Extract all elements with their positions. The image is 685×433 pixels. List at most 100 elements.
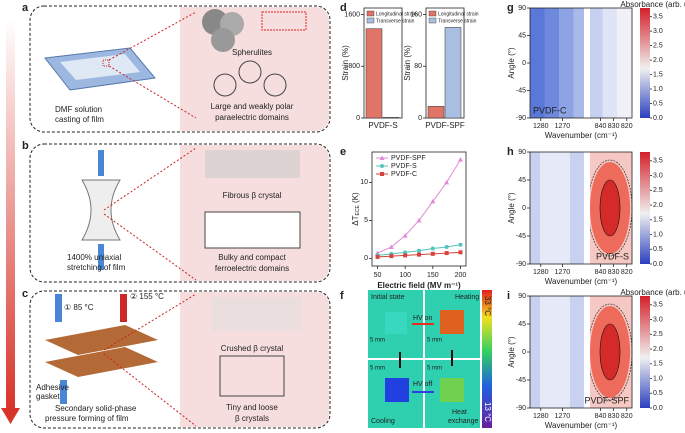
legend-label: Longitudinal strain [438,11,479,17]
spherulite [211,28,235,52]
bar [382,117,400,119]
x-tick-label: 840 [595,269,607,276]
marker [430,246,435,251]
marker [444,245,449,249]
hv-text: HV on [413,315,433,322]
plot-frame [371,151,467,267]
thermal-panel: f Initial state Heating Cooling Heat exc… [340,290,492,428]
crushed-crystal [212,297,302,331]
y-tick-label: -90 [516,115,526,122]
marker [380,164,384,168]
y-tick-label: 80 [414,63,422,70]
colorbar-tick-label: 0.5 [653,390,663,397]
pressure-arrow [60,380,67,404]
x-tick-label: PVDF-SPF [425,121,465,130]
marker [403,250,408,255]
colorbar-tick-label: 1.5 [653,217,663,224]
x-tick-label: 100 [399,272,411,279]
stretch-arrow [98,244,104,270]
colorbar-tick-label: 3.5 [653,14,663,21]
y-tick-label: -45 [516,233,526,240]
colorbar-tick-label: 0.0 [653,405,663,412]
marker [417,252,421,257]
colorbar-tick-label: 0.5 [653,246,663,253]
marker [388,244,394,249]
marker [416,217,422,223]
stretch-arrow [98,150,104,176]
x-tick-label: 1280 [533,269,549,276]
colorbar-tick-label: 1.5 [653,71,663,78]
y-tick-label: 0 [356,115,360,122]
hv-text: HV off [413,381,432,388]
legend-label: PVDF-S [391,163,417,170]
process-text: pressure forming of film [45,414,129,423]
y-tick-label: 0 [522,60,526,67]
y-tick-label: 800 [348,63,360,70]
domain-box [204,211,301,249]
panel-label: b [22,140,29,152]
pressure-arrow [55,294,62,322]
colorbar-tick-label: 2.5 [653,187,663,194]
y-axis-label: Angle (°) [507,47,516,79]
colorbar [640,296,650,408]
gasket-text: gasket [36,392,60,401]
x-axis-label: Wavenumber (cm⁻¹) [545,277,618,286]
bar [365,28,383,119]
axis-break [584,152,590,268]
stretched-film [81,179,121,241]
marker [402,233,408,238]
temp-text: ① 85 °C [64,303,94,312]
x-tick-label: 830 [608,413,620,420]
y-axis-label: Angle (°) [507,336,516,368]
y-tick-label: 45 [518,321,526,328]
y-axis-label-part: ECE [355,205,361,216]
process-text: DMF solution [55,105,102,114]
zoom-lines [103,293,197,427]
temp-colorbar [482,290,492,428]
panel-label: i [507,290,510,302]
contour-fill [530,152,633,264]
marker [375,254,380,259]
colorbar-tick-label: 2.0 [653,57,663,64]
colorbar-tick-label: 1.0 [653,86,663,93]
progress-arrow-head [1,408,20,424]
legend-label: PVDF-C [391,171,417,178]
y-axis-label: Strain (%) [341,45,350,81]
panel-label: d [340,2,347,14]
legend-swatch [366,17,375,24]
scale-text: 5 mm [427,366,442,372]
sample-label: PVDF-S [596,251,629,261]
gasket-text: Adhesive [36,383,69,392]
state-text: exchange [448,418,478,425]
fibrous-crystal [205,150,300,178]
axis-break [584,296,590,412]
film [60,54,140,80]
colorbar-title: Absorbance (arb. units) [620,288,685,297]
panel-label: g [507,2,514,14]
process-text: stretching of film [67,263,126,272]
pressure-arrow [120,294,127,322]
zoom-lines [108,11,197,119]
colorbar-tick-label: 3.0 [653,172,663,179]
y-tick-label: 45 [518,177,526,184]
sample [385,378,409,402]
colorbar-tick-label: 3.0 [653,28,663,35]
series-line [377,159,461,254]
colorbar-tick-label: 2.0 [653,202,663,209]
contour-band [540,296,570,408]
legend-label: Transverse strain [438,18,477,24]
bar [444,27,462,119]
temp-text: ② 155 °C [130,292,164,301]
progress-arrow [6,18,15,410]
zoom-lines [103,147,197,281]
cbar-text: 13 °C [483,402,492,422]
sample [385,312,407,334]
y-axis-label: Strain (%) [403,45,412,81]
x-tick-label: 820 [621,413,633,420]
y-tick-label: 0 [522,349,526,356]
x-tick-label: 1280 [533,123,549,130]
y-tick-label: 1600 [344,11,360,18]
colorbar-tick-label: 2.0 [653,346,663,353]
contour-band [544,8,560,118]
